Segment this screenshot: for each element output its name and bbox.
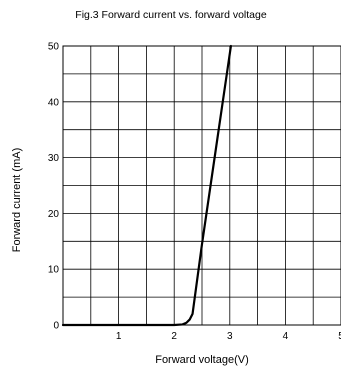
- x-tick-label: 4: [283, 331, 289, 342]
- y-tick-label: 40: [48, 97, 60, 108]
- plot-frame: [62, 45, 341, 326]
- x-tick-label: 1: [116, 331, 122, 342]
- y-tick-label: 0: [53, 321, 59, 332]
- chart-title: Fig.3 Forward current vs. forward voltag…: [75, 9, 267, 21]
- plot-area-border: [62, 45, 341, 326]
- y-tick-label: 50: [48, 42, 60, 53]
- y-tick-label: 10: [48, 265, 60, 276]
- y-tick-label: 30: [48, 153, 60, 164]
- x-axis-label: Forward voltage(V): [155, 354, 249, 366]
- x-tick-label: 2: [171, 331, 177, 342]
- y-tick-label: 20: [48, 209, 60, 220]
- y-axis-label: Forward current (mA): [11, 148, 23, 253]
- x-tick-label: 5: [338, 331, 341, 342]
- grid: [63, 46, 341, 325]
- x-tick-label: 3: [227, 331, 233, 342]
- tick-labels: 0 10 20 30 40 50 1 2 3 4 5: [48, 42, 341, 343]
